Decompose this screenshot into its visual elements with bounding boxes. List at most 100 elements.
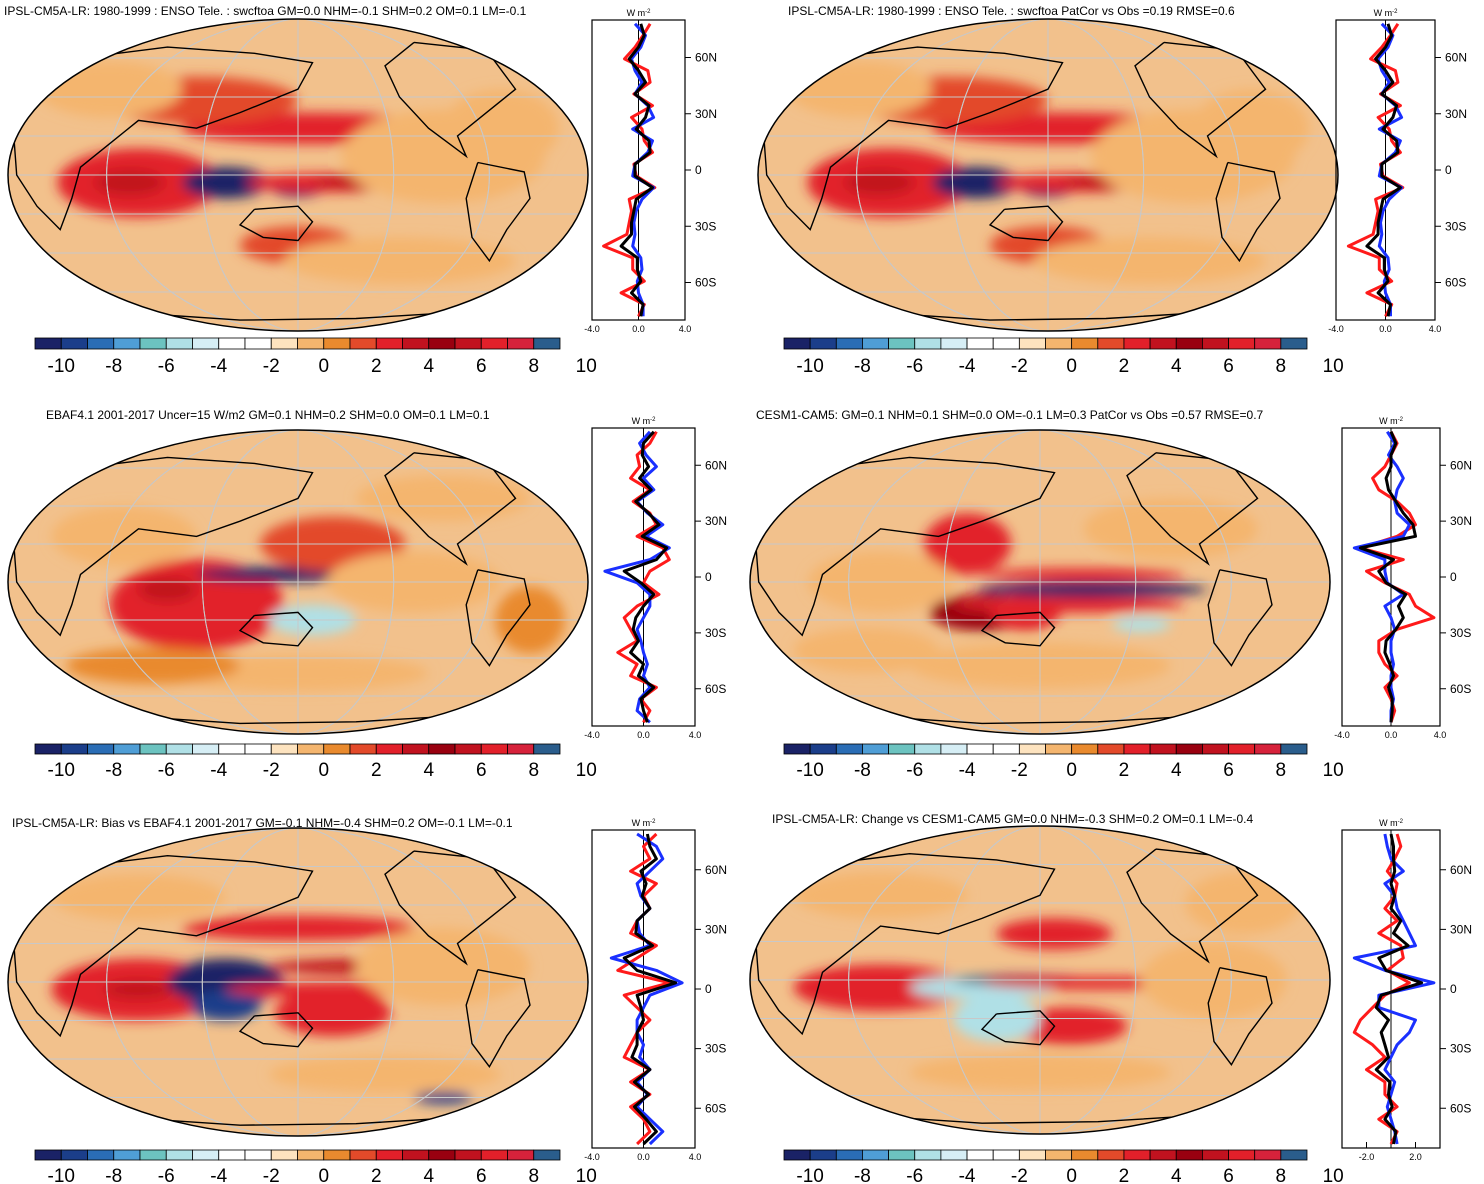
lat-tick-label: 0 [695,163,702,177]
colorbar-tick-label: -4 [959,356,976,377]
longitude-line [201,828,395,1136]
lat-tick-label: 30S [1445,219,1466,233]
anomaly-region [793,964,968,1011]
lat-tick-label: 30N [1450,514,1472,528]
x-tick-label: -4.0 [1334,730,1350,740]
coastline [755,456,1056,637]
map-field [750,826,1330,1134]
colorbar-tick-label: -6 [906,760,923,781]
profile-unit: W m-2 [1379,416,1403,426]
x-tick-label: -4.0 [584,730,600,740]
coastline [763,46,1064,231]
profile-series-ref [622,430,669,723]
profile-series-model [602,23,657,317]
coastline [988,205,1064,242]
lat-tick-label: 60S [705,1101,726,1115]
coastlines [13,41,531,321]
colorbar-tick-label: 6 [1223,760,1234,781]
panel-title: EBAF4.1 2001-2017 Uncer=15 W/m2 GM=0.1 N… [46,408,490,422]
panel-title: IPSL-CM5A-LR: 1980-1999 : ENSO Tele. : s… [788,4,1235,18]
profile-series-ref [1358,431,1417,723]
coastline [980,611,1056,647]
anomaly-region [976,582,1209,598]
anomaly-region [793,627,939,674]
coastline [123,715,458,725]
lat-tick-label: 30S [1450,1042,1471,1056]
longitude-line [943,430,1137,734]
colorbar: -10 -8 -6 -4 -2 0 2 4 6 8 10 [783,1149,1344,1184]
colorbar-tick-label: -10 [48,356,75,377]
colorbar-tick-label: 0 [1066,1166,1077,1184]
longitude-line [951,19,1145,331]
coastline [13,854,314,1038]
colorbar-tick-label: 10 [576,1166,597,1184]
colorbar-tick-label: -2 [1011,760,1028,781]
panel-ebaf-obs: EBAF4.1 2001-2017 Uncer=15 W/m2 GM=0.1 N… [0,396,742,788]
colorbar-tick-label: -4 [210,760,227,781]
graticule [8,19,588,331]
colorbar-tick-label: 8 [1276,356,1287,377]
coastline [13,46,314,231]
colorbar-tick-label: -4 [210,1166,227,1184]
coastline [1126,452,1259,566]
lat-tick-label: 60S [1450,1101,1471,1115]
coastline [238,611,314,647]
coastlines [755,848,1273,1124]
lat-tick-label: 60N [1450,863,1472,877]
coastline [1215,161,1281,263]
lat-tick-label: 60N [705,863,727,877]
colorbar-tick-label: -4 [959,760,976,781]
x-tick-label: -2.0 [1359,1152,1375,1162]
colorbar-swatch [533,337,561,350]
longitude-line [106,828,490,1136]
colorbar-swatch [533,1149,561,1161]
lat-tick-label: 30N [705,514,727,528]
colorbar-tick-label: 0 [1066,760,1077,781]
coastline [465,969,531,1068]
colorbar-tick-label: 2 [371,1166,382,1184]
colorbar-tick-label: 6 [476,760,487,781]
coastline [13,456,314,637]
coastlines [13,452,531,725]
longitude-line [201,19,395,331]
longitude-line [106,19,490,331]
profile-unit-exponent: -2 [1398,819,1404,825]
longitude-line [106,430,490,734]
coastlines [763,41,1281,321]
lat-tick-label: 0 [705,982,712,996]
lat-tick-label: 30N [705,922,727,936]
longitude-line [943,826,1137,1134]
map-robinson [757,18,1339,332]
colorbar-tick-label: 6 [476,356,487,377]
anomaly-region [356,475,530,522]
colorbar-tick-label: -10 [796,1166,823,1184]
lat-tick-label: 30S [695,219,716,233]
coastline [980,1010,1056,1046]
coastline [384,41,517,159]
zonal-mean-profile: 60N 30N 0 30S 60S -2.0 2.0 W m-2 [1341,818,1472,1162]
longitude-line [856,19,1240,331]
profile-series-ref [622,833,678,1146]
longitude-line [848,826,1232,1134]
coastlines [755,452,1273,725]
map-border [7,429,589,735]
coastline [238,1012,314,1048]
coastline [873,311,1208,321]
lat-tick-label: 30S [705,626,726,640]
anomaly-region [283,237,516,285]
colorbar-tick-label: -8 [854,356,871,377]
colorbar-tick-label: 10 [1323,1166,1344,1184]
colorbar-tick-label: -2 [263,760,280,781]
colorbar-tick-label: -2 [1011,356,1028,377]
lat-tick-label: 60N [705,458,727,472]
profile-unit-exponent: -2 [645,9,651,15]
x-tick-label: 2.0 [1409,1152,1422,1162]
colorbar: -10 -8 -6 -4 -2 0 2 4 6 8 10 [783,337,1344,377]
panel-title: CESM1-CAM5: GM=0.1 NHM=0.1 SHM=0.0 OM=-0… [756,408,1264,422]
panel-title: IPSL-CM5A-LR: Change vs CESM1-CAM5 GM=0.… [772,812,1254,826]
panel-cesm-cam5: CESM1-CAM5: GM=0.1 NHM=0.1 SHM=0.0 OM=-0… [742,396,1484,788]
zonal-mean-profile: 60N 30N 0 30S 60S -4.0 0.0 4.0 W m-2 [584,8,717,334]
lat-tick-label: 30N [695,107,717,121]
x-tick-label: 4.0 [1429,324,1442,334]
colorbar-tick-label: 4 [1171,760,1182,781]
